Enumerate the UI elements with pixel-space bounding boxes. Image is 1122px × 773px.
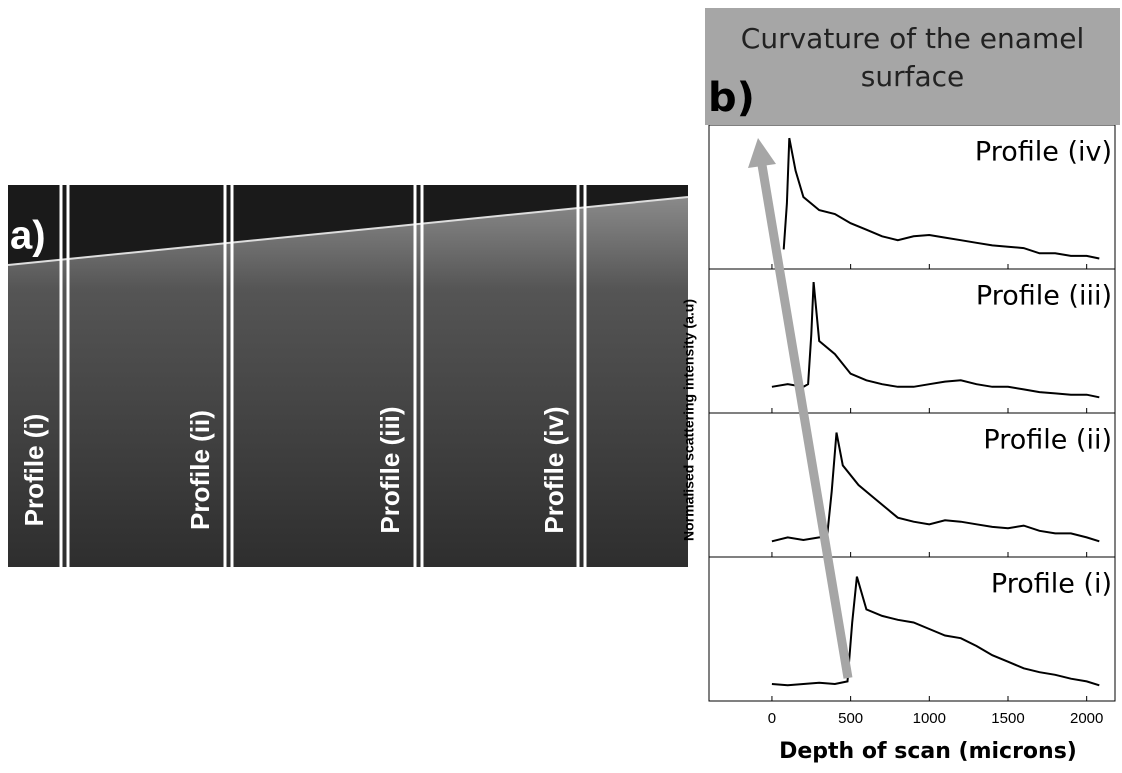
panel-label: b) [708, 75, 755, 121]
data-line [771, 576, 1100, 687]
profile-label: Profile (ii) [185, 410, 215, 530]
data-line [782, 137, 1100, 260]
y-axis-label: Normalised scattering intensity (a.u) [681, 299, 697, 541]
profile-label: Profile (i) [19, 414, 49, 527]
profile-label: Profile (iv) [539, 406, 569, 533]
oct-image: a) Profile (i) Profile (ii) Profile (iii… [7, 185, 689, 567]
series-label: Profile (ii) [983, 425, 1112, 456]
profile-label: Profile (iii) [375, 406, 405, 533]
x-axis-label: Depth of scan (microns) [779, 739, 1077, 764]
x-tick-label: 0 [768, 710, 776, 727]
series-label: Profile (iii) [976, 281, 1112, 312]
panel-frame [708, 556, 1116, 702]
x-tick-label: 1500 [991, 710, 1024, 727]
x-tick-label: 1000 [913, 710, 946, 727]
series-label: Profile (iv) [975, 137, 1112, 168]
series-label: Profile (i) [991, 569, 1112, 600]
x-tick-label: 500 [838, 710, 863, 727]
x-tick-label: 2000 [1070, 710, 1103, 727]
annotation-box: Curvature of the enamel surface [705, 8, 1120, 125]
curvature-arrow [757, 164, 853, 679]
data-line [771, 282, 1100, 399]
arrow-head [748, 138, 776, 168]
panel-label: a) [10, 214, 46, 258]
